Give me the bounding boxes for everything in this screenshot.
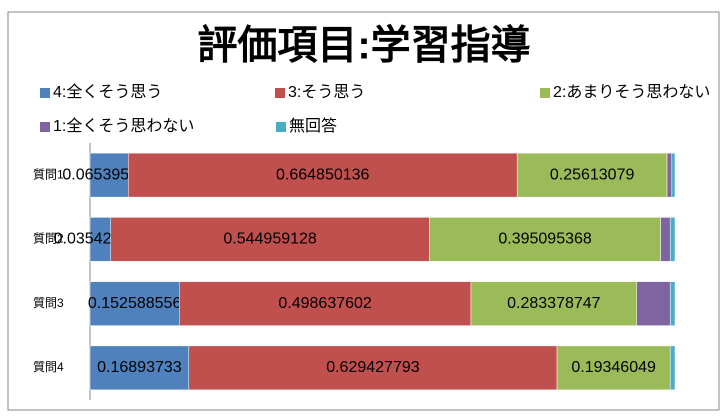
bar-segment bbox=[470, 281, 637, 326]
bar-segment bbox=[669, 281, 676, 326]
bar-segment bbox=[666, 152, 673, 198]
data-label: 0.498637602 bbox=[278, 295, 372, 312]
bar-segment bbox=[110, 217, 430, 262]
legend-swatch bbox=[276, 122, 286, 132]
bar-segment bbox=[669, 345, 676, 391]
bar-segment bbox=[179, 281, 472, 326]
y-tick-label: 質問3 bbox=[33, 295, 64, 310]
legend-label: 3:そう思う bbox=[288, 83, 365, 101]
data-label: 0.19346049 bbox=[571, 359, 656, 376]
data-label: 0.152588556 bbox=[88, 295, 182, 312]
data-label: 0.544959128 bbox=[223, 231, 317, 248]
bar-segment bbox=[636, 281, 671, 326]
y-tick-label: 質問1 bbox=[33, 166, 64, 181]
y-tick-label: 質問4 bbox=[33, 359, 64, 374]
legend-label: 1:全くそう思わない bbox=[53, 117, 194, 135]
bar-segment bbox=[89, 152, 129, 198]
legend-swatch bbox=[40, 88, 50, 98]
chart-frame bbox=[7, 11, 720, 411]
bar-segment bbox=[669, 217, 676, 262]
legend-label: 無回答 bbox=[289, 117, 337, 135]
bar-segment bbox=[660, 217, 671, 262]
bar-segment bbox=[516, 152, 668, 198]
legend-swatch bbox=[275, 88, 285, 98]
bar-segment bbox=[128, 152, 518, 198]
bar-segment bbox=[89, 281, 180, 326]
legend-label: 2:あまりそう思わない bbox=[553, 83, 710, 101]
legend-swatch bbox=[540, 88, 550, 98]
data-label: 0.629427793 bbox=[326, 359, 420, 376]
y-tick-label: 質問2 bbox=[33, 231, 64, 246]
bar-segment bbox=[671, 152, 676, 198]
bar-segment bbox=[188, 345, 558, 391]
bar-segment bbox=[89, 345, 190, 391]
legend-swatch bbox=[40, 122, 50, 132]
legend-label: 4:全くそう思う bbox=[53, 83, 162, 101]
bar-segment bbox=[429, 217, 661, 262]
chart-title: 評価項目:学習指導 bbox=[197, 24, 530, 68]
data-label: 0.25613079 bbox=[550, 166, 635, 183]
data-label: 0.395095368 bbox=[498, 231, 592, 248]
data-label: 0.664850136 bbox=[276, 166, 370, 183]
data-label: 0.16893733 bbox=[97, 359, 182, 376]
data-label: 0.283378747 bbox=[507, 295, 601, 312]
